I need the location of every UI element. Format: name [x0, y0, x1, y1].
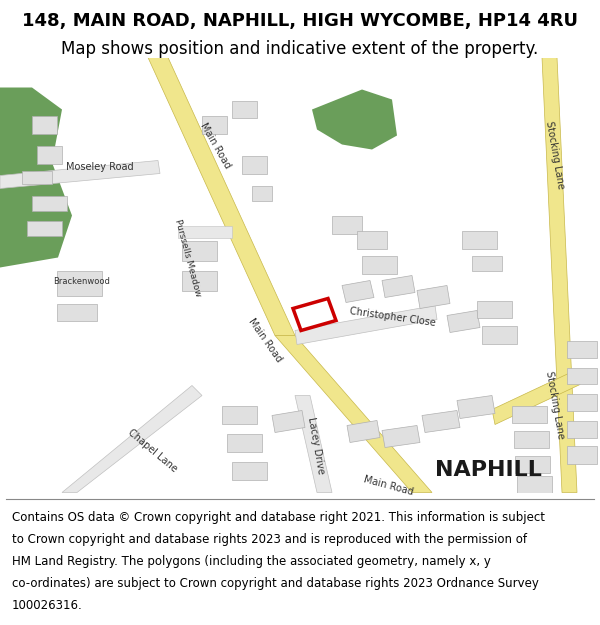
- Text: NAPHILL: NAPHILL: [434, 461, 541, 481]
- Polygon shape: [477, 301, 512, 318]
- Polygon shape: [492, 369, 580, 424]
- Polygon shape: [447, 311, 480, 332]
- Polygon shape: [472, 256, 502, 271]
- Text: Main Road: Main Road: [246, 317, 284, 364]
- Text: Stocking Lane: Stocking Lane: [544, 121, 566, 190]
- Text: Christopher Close: Christopher Close: [349, 306, 437, 329]
- Polygon shape: [362, 256, 397, 274]
- Text: 100026316.: 100026316.: [12, 599, 83, 612]
- Polygon shape: [514, 431, 549, 447]
- Polygon shape: [148, 58, 295, 336]
- Polygon shape: [182, 271, 217, 291]
- Polygon shape: [0, 88, 72, 268]
- Text: to Crown copyright and database rights 2023 and is reproduced with the permissio: to Crown copyright and database rights 2…: [12, 532, 527, 546]
- Polygon shape: [62, 386, 202, 492]
- Polygon shape: [417, 286, 450, 309]
- Polygon shape: [295, 396, 332, 492]
- Polygon shape: [22, 171, 52, 184]
- Polygon shape: [542, 58, 577, 493]
- Polygon shape: [512, 406, 547, 422]
- Polygon shape: [382, 426, 420, 448]
- Polygon shape: [517, 476, 552, 492]
- Text: HM Land Registry. The polygons (including the associated geometry, namely x, y: HM Land Registry. The polygons (includin…: [12, 555, 491, 568]
- Polygon shape: [567, 421, 597, 437]
- Text: Stocking Lane: Stocking Lane: [544, 371, 566, 440]
- Text: Main Road: Main Road: [362, 474, 414, 497]
- Polygon shape: [0, 161, 160, 189]
- Polygon shape: [57, 304, 97, 321]
- Text: Purssells Meadow: Purssells Meadow: [173, 217, 203, 298]
- Text: Chapel Lane: Chapel Lane: [127, 427, 179, 474]
- Polygon shape: [422, 411, 460, 432]
- Text: Lacey Drive: Lacey Drive: [306, 416, 326, 475]
- Polygon shape: [382, 276, 415, 298]
- Text: 148, MAIN ROAD, NAPHILL, HIGH WYCOMBE, HP14 4RU: 148, MAIN ROAD, NAPHILL, HIGH WYCOMBE, H…: [22, 12, 578, 30]
- Polygon shape: [178, 226, 232, 238]
- Polygon shape: [232, 101, 257, 118]
- Text: Main Road: Main Road: [198, 121, 232, 170]
- Polygon shape: [295, 306, 437, 344]
- Polygon shape: [482, 326, 517, 344]
- Polygon shape: [567, 446, 597, 464]
- Polygon shape: [462, 231, 497, 249]
- Polygon shape: [567, 394, 597, 411]
- Polygon shape: [275, 336, 432, 492]
- Polygon shape: [457, 396, 495, 419]
- Polygon shape: [312, 89, 397, 149]
- Polygon shape: [347, 421, 380, 442]
- Polygon shape: [222, 406, 257, 424]
- Polygon shape: [242, 156, 267, 174]
- Polygon shape: [272, 411, 305, 432]
- Polygon shape: [27, 221, 62, 236]
- Polygon shape: [232, 461, 267, 479]
- Polygon shape: [57, 271, 102, 296]
- Text: Contains OS data © Crown copyright and database right 2021. This information is : Contains OS data © Crown copyright and d…: [12, 511, 545, 524]
- Polygon shape: [342, 281, 374, 302]
- Text: Moseley Road: Moseley Road: [66, 161, 134, 171]
- Polygon shape: [332, 216, 362, 234]
- Polygon shape: [227, 434, 262, 451]
- Polygon shape: [202, 116, 227, 134]
- Polygon shape: [182, 241, 217, 261]
- Polygon shape: [32, 196, 67, 211]
- Polygon shape: [567, 341, 597, 357]
- Polygon shape: [515, 456, 550, 472]
- Polygon shape: [252, 186, 272, 201]
- Text: Brackenwood: Brackenwood: [53, 277, 110, 286]
- Text: co-ordinates) are subject to Crown copyright and database rights 2023 Ordnance S: co-ordinates) are subject to Crown copyr…: [12, 577, 539, 590]
- Text: Map shows position and indicative extent of the property.: Map shows position and indicative extent…: [61, 39, 539, 58]
- Polygon shape: [357, 231, 387, 249]
- Polygon shape: [37, 146, 62, 164]
- Polygon shape: [32, 116, 57, 134]
- Polygon shape: [567, 368, 597, 384]
